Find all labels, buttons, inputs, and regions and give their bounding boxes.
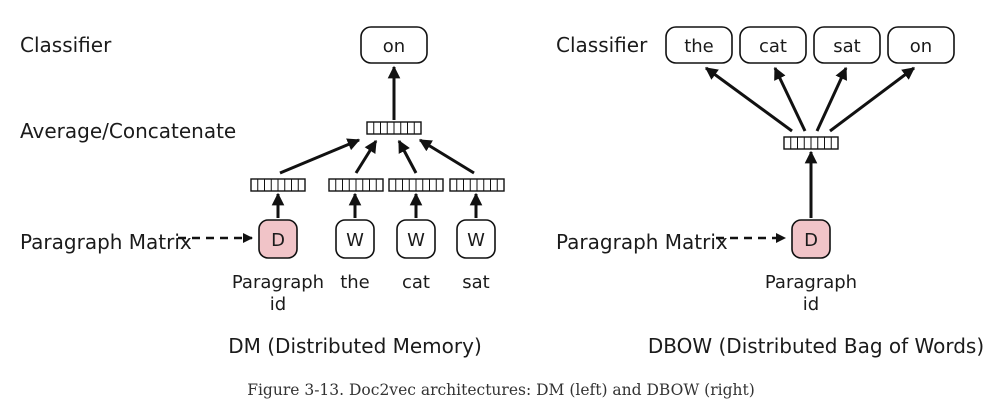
dbow-output-node-sat: sat — [813, 26, 881, 64]
dm-arrow-sat-to-average — [418, 138, 475, 175]
dm-average-label: Average/Concatenate — [20, 119, 236, 143]
dm-arrow-the-to-average — [354, 139, 378, 174]
dm-input-node-sat-text: W — [467, 230, 485, 251]
dm-paragraph-matrix-label: Paragraph Matrix — [20, 230, 192, 254]
dm-arrow-d-to-average — [279, 138, 361, 175]
dm-input-vector-the — [328, 178, 384, 192]
dbow-output-word-sat: sat — [833, 36, 860, 57]
dm-classifier-label: Classifier — [20, 33, 112, 57]
dm-input-vector-d — [250, 178, 306, 192]
dm-input-vector-cat — [388, 178, 444, 192]
dbow-output-word-cat: cat — [759, 36, 787, 57]
dm-doc-node-box — [258, 219, 298, 259]
dm-output-node: on — [360, 26, 428, 64]
dbow-arrow-to-sat — [815, 66, 848, 132]
dbow-input-label-id: id — [803, 294, 819, 315]
dbow-subtitle: DBOW (Distributed Bag of Words) — [648, 334, 984, 358]
dm-subtitle: DM (Distributed Memory) — [228, 334, 482, 358]
dbow-input-node-d: D — [791, 219, 831, 259]
dbow-paragraph-vector — [783, 136, 839, 150]
dm-input-node-d-text: D — [271, 230, 285, 251]
dm-input-node-sat: W — [456, 219, 496, 259]
dbow-arrow-to-on — [829, 66, 916, 133]
dm-average-vector — [366, 121, 422, 135]
dm-input-label-sat: sat — [462, 272, 489, 293]
dm-input-label-paragraph: Paragraph — [232, 272, 324, 293]
dm-input-label-id: id — [270, 294, 286, 315]
dm-input-node-the-text: W — [346, 230, 364, 251]
dbow-output-node-cat: cat — [739, 26, 807, 64]
dm-arrow-cat-to-average — [397, 139, 418, 174]
dm-input-node-cat: W — [396, 219, 436, 259]
figure-caption: Figure 3-13. Doc2vec architectures: DM (… — [247, 381, 755, 399]
dm-input-label-cat: cat — [402, 272, 430, 293]
dbow-doc-node-box — [791, 219, 831, 259]
dbow-arrow-to-the — [704, 66, 793, 133]
dbow-output-node-the: the — [665, 26, 733, 64]
dm-input-node-the: W — [335, 219, 375, 259]
dbow-classifier-label: Classifier — [556, 33, 648, 57]
dm-output-word: on — [383, 36, 405, 57]
dbow-output-word-on: on — [910, 36, 932, 57]
dm-input-node-cat-text: W — [407, 230, 425, 251]
dm-diagram: Classifier Average/Concatenate Paragraph… — [20, 26, 505, 358]
dbow-output-node-on: on — [887, 26, 955, 64]
dbow-output-word-the: the — [684, 36, 714, 57]
dbow-input-label-paragraph: Paragraph — [765, 272, 857, 293]
dbow-arrow-to-cat — [773, 66, 807, 132]
dbow-paragraph-matrix-label: Paragraph Matrix — [556, 230, 728, 254]
dm-input-label-the: the — [340, 272, 370, 293]
dbow-input-node-d-text: D — [804, 230, 818, 251]
dbow-diagram: Classifier Paragraph Matrix the cat sat … — [556, 26, 984, 358]
dm-input-node-d: D — [258, 219, 298, 259]
dm-input-vector-sat — [449, 178, 505, 192]
